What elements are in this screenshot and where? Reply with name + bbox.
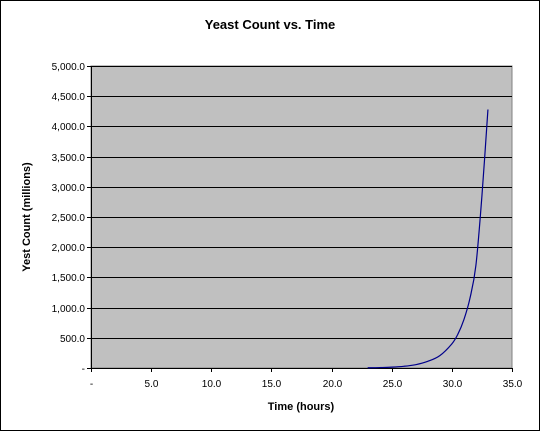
y-tick-label: 1,500.0 <box>52 273 86 284</box>
y-tick-label: 4,000.0 <box>52 122 86 133</box>
y-tick-label: 5,000.0 <box>52 62 86 73</box>
y-tick-label: 3,500.0 <box>52 153 86 164</box>
x-tick-label: - <box>90 379 93 390</box>
y-tick-label: 4,500.0 <box>52 92 86 103</box>
x-axis-ticks: - 5.0 10.0 15.0 20.0 25.0 30.0 35.0 <box>90 368 523 390</box>
series-line <box>367 109 489 369</box>
x-tick-label: 35.0 <box>503 379 523 390</box>
x-tick-label: 20.0 <box>323 379 343 390</box>
y-tick-label: 3,000.0 <box>52 183 86 194</box>
y-tick-label: 500.0 <box>60 334 85 345</box>
x-axis-title: Time (hours) <box>268 401 335 413</box>
series-layer <box>367 109 489 369</box>
y-tick-label: 2,000.0 <box>52 243 86 254</box>
grid-lines <box>91 66 512 369</box>
y-axis-ticks: - 500.0 1,000.0 1,500.0 2,000.0 2,500.0 3,000.… <box>52 62 91 375</box>
y-tick-label: 1,000.0 <box>52 304 86 315</box>
x-tick-label: 25.0 <box>383 379 403 390</box>
x-tick-label: 5.0 <box>145 379 159 390</box>
y-tick-label: - <box>82 364 85 375</box>
x-tick-label: 15.0 <box>262 379 282 390</box>
y-axis-title: Yest Count (millions) <box>21 162 33 272</box>
x-tick-label: 10.0 <box>202 379 222 390</box>
x-tick-label: 30.0 <box>443 379 463 390</box>
chart-title: Yeast Count vs. Time <box>205 17 336 32</box>
y-tick-label: 2,500.0 <box>52 213 86 224</box>
